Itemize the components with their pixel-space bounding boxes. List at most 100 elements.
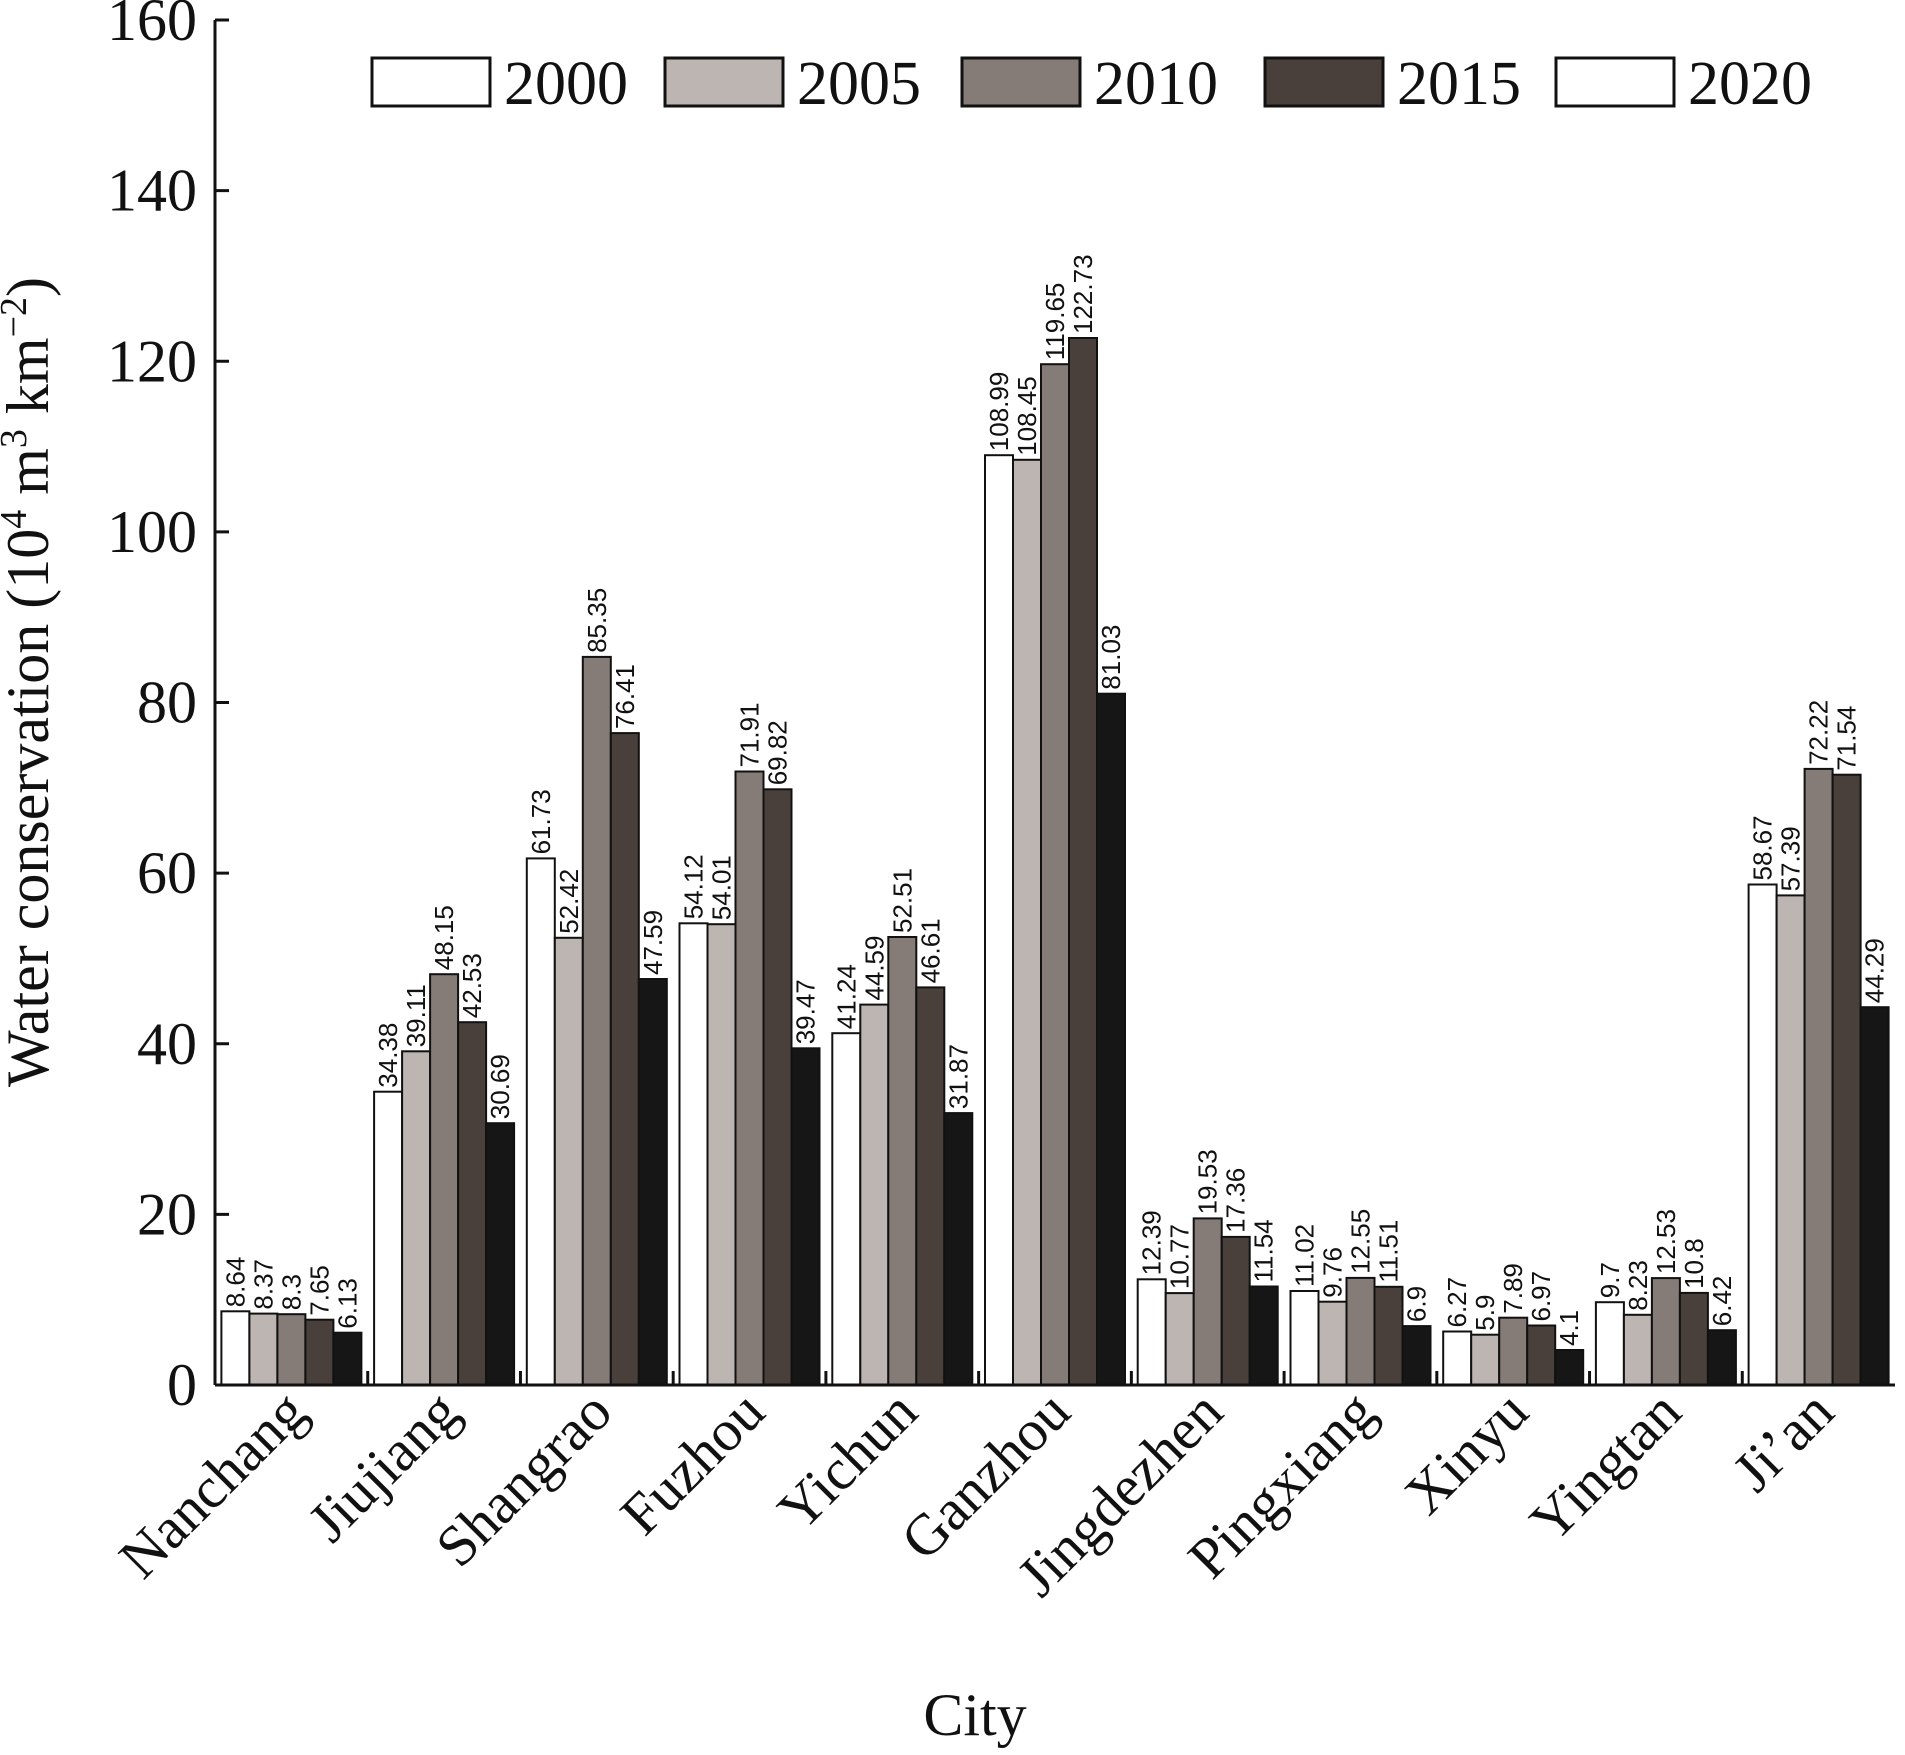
bar (373, 1090, 404, 1386)
bar (1554, 1349, 1585, 1386)
data-label: 39.47 (791, 979, 821, 1044)
data-label: 19.53 (1193, 1149, 1223, 1214)
data-label: 76.41 (610, 664, 640, 729)
legend: 2000 2005 2010 2015 2020 (370, 50, 1812, 118)
bar (525, 857, 556, 1386)
bar (1594, 1301, 1625, 1386)
bar (706, 923, 737, 1386)
bar (553, 936, 584, 1386)
y-axis-title-part: km (0, 337, 61, 429)
data-label: 52.42 (554, 869, 584, 934)
legend-label: 2000 (504, 50, 628, 118)
data-label: 5.9 (1470, 1295, 1500, 1331)
y-axis-title-part: Water conservation (10 (0, 529, 61, 1087)
bar (762, 788, 793, 1386)
bar (1859, 1006, 1890, 1386)
bar (485, 1122, 516, 1386)
data-label: 71.54 (1832, 706, 1862, 771)
data-label: 54.01 (707, 855, 737, 920)
y-tick-label: 140 (107, 158, 197, 224)
data-label: 7.65 (304, 1265, 334, 1316)
data-label: 9.76 (1318, 1247, 1348, 1298)
bar (943, 1112, 974, 1386)
bar (609, 732, 640, 1386)
bar (1831, 773, 1862, 1386)
y-axis-title-sup: −2 (0, 297, 35, 337)
bar (1164, 1292, 1195, 1386)
data-label: 11.51 (1374, 1220, 1404, 1283)
bar (1775, 894, 1806, 1387)
bar (887, 936, 918, 1386)
data-label: 31.87 (943, 1044, 973, 1109)
legend-swatch (1554, 56, 1676, 108)
x-tick-label: Nanchang (106, 1378, 318, 1590)
x-axis-title: City (923, 1682, 1026, 1748)
bar (1498, 1316, 1529, 1386)
legend-swatch (663, 56, 785, 108)
data-label: 72.22 (1804, 700, 1834, 765)
bar (1248, 1285, 1279, 1386)
bar (1012, 458, 1042, 1386)
data-label: 9.7 (1595, 1262, 1625, 1298)
data-label: 119.65 (1040, 283, 1070, 361)
bar (734, 770, 765, 1386)
bar (1192, 1217, 1223, 1387)
data-label: 6.13 (332, 1278, 362, 1329)
bar (678, 922, 709, 1386)
data-label: 34.38 (373, 1023, 403, 1088)
y-axis-title-part: m (0, 448, 61, 510)
bar (984, 454, 1014, 1386)
bar (248, 1312, 279, 1386)
data-label: 6.9 (1402, 1286, 1432, 1322)
bar (1442, 1330, 1473, 1386)
data-label: 8.64 (220, 1257, 250, 1308)
bar (429, 973, 460, 1386)
data-label: 30.69 (485, 1054, 515, 1119)
data-label: 47.59 (638, 910, 668, 975)
data-label: 54.12 (679, 854, 709, 919)
data-label: 6.27 (1442, 1277, 1472, 1328)
y-tick-label: 100 (107, 499, 197, 565)
bar (1650, 1277, 1681, 1386)
bar (1136, 1278, 1167, 1387)
data-label: 17.36 (1221, 1168, 1251, 1233)
legend-swatch (370, 56, 492, 108)
data-label: 46.61 (915, 918, 945, 983)
legend-swatch (1263, 56, 1385, 108)
data-label: 108.99 (984, 372, 1014, 452)
bar (1622, 1313, 1653, 1387)
x-tick-label: Ji’an (1720, 1378, 1846, 1504)
bar (1317, 1300, 1348, 1386)
x-tick-label: Xinyu (1392, 1378, 1540, 1526)
data-label: 8.37 (248, 1259, 278, 1310)
data-label: 11.54 (1249, 1219, 1279, 1282)
data-label: 10.77 (1165, 1224, 1195, 1289)
bars-layer (220, 337, 1890, 1387)
bar (790, 1047, 821, 1387)
y-tick-label: 160 (107, 0, 197, 53)
data-label: 4.1 (1554, 1310, 1584, 1346)
y-tick-label: 40 (137, 1011, 197, 1077)
bar (220, 1310, 251, 1387)
data-label: 12.53 (1651, 1209, 1681, 1274)
bar (457, 1021, 488, 1386)
data-label: 11.02 (1290, 1224, 1320, 1287)
bar (1068, 337, 1098, 1386)
bar (1289, 1290, 1320, 1386)
data-label: 6.97 (1526, 1271, 1556, 1322)
bar (1220, 1235, 1251, 1387)
legend-swatch (960, 56, 1082, 108)
bar (637, 978, 668, 1386)
bar (1803, 767, 1834, 1386)
data-label: 41.24 (831, 964, 861, 1029)
bar (401, 1050, 432, 1387)
data-label: 12.39 (1137, 1210, 1167, 1275)
y-tick-label: 120 (107, 328, 197, 394)
data-label: 71.91 (735, 702, 765, 767)
data-label: 85.35 (582, 588, 612, 653)
bar (915, 986, 946, 1387)
data-label: 69.82 (763, 720, 793, 785)
bar (1401, 1325, 1432, 1386)
